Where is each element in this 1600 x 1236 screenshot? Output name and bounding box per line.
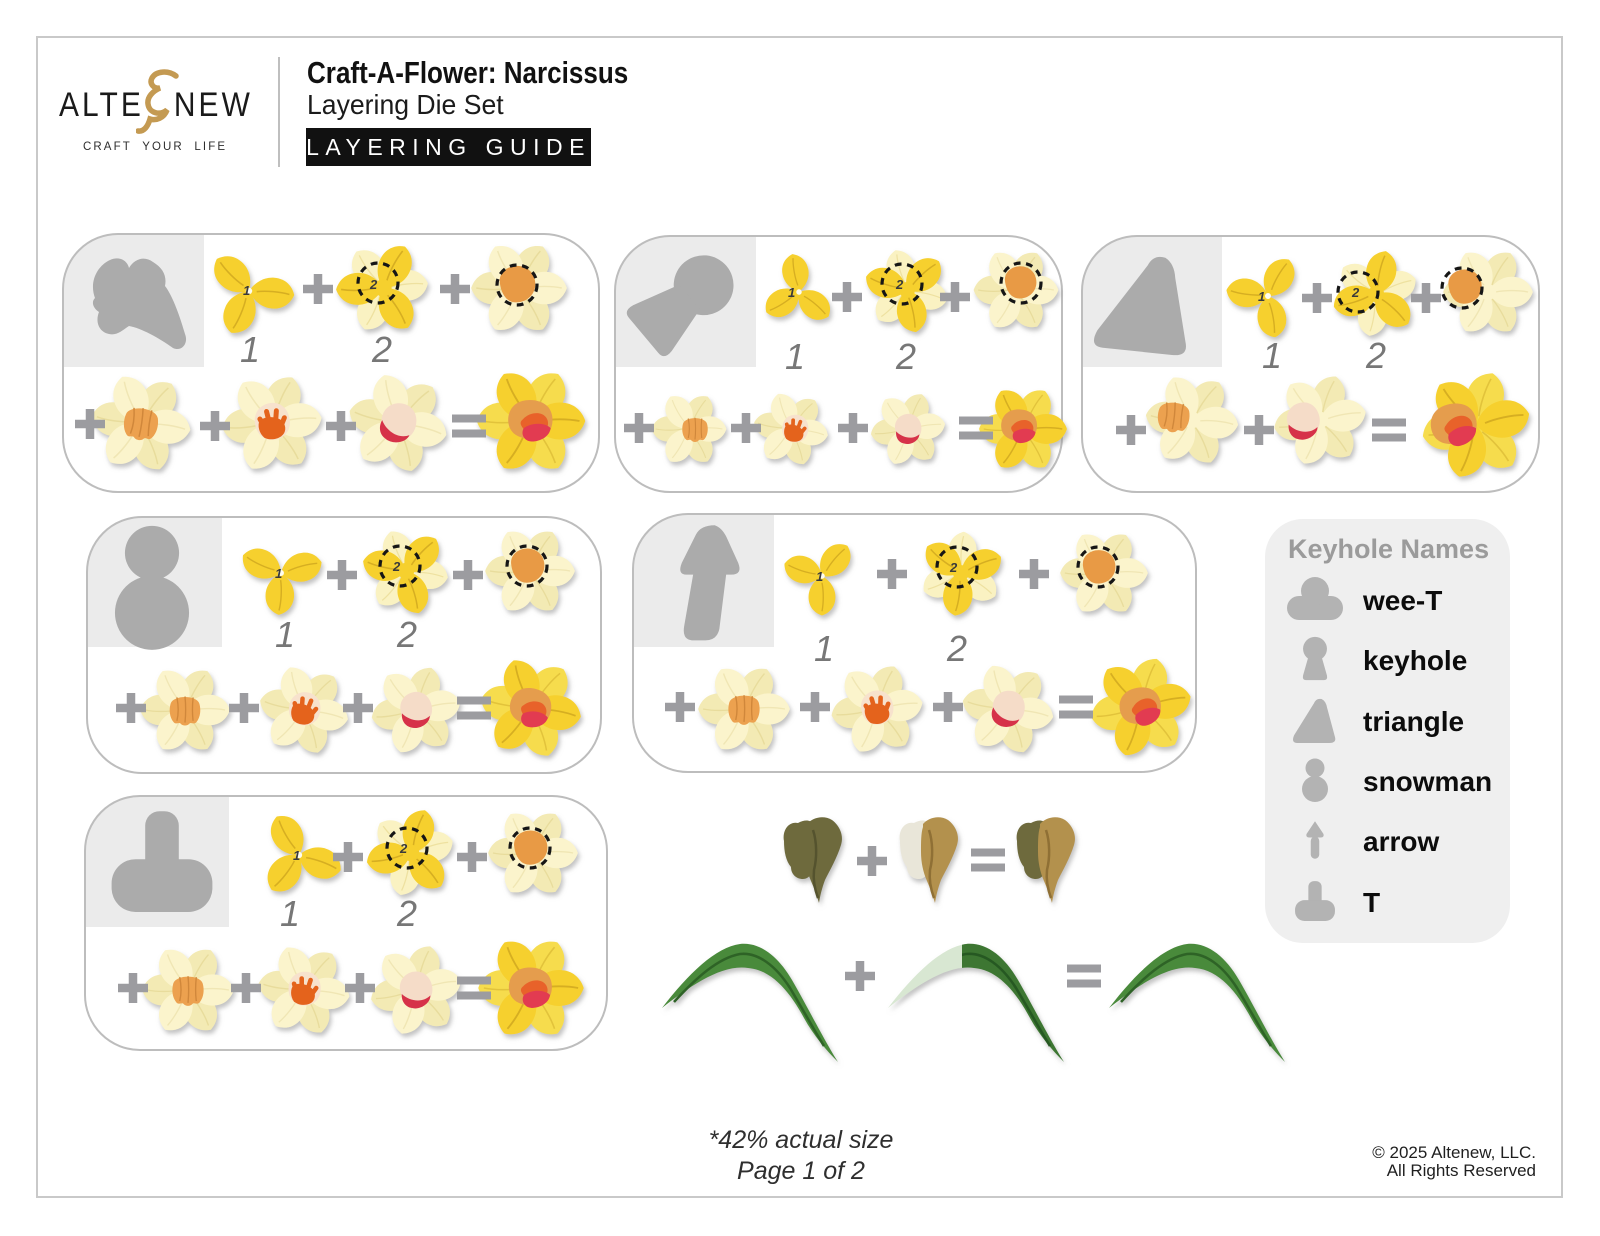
svg-text:2: 2 (895, 277, 904, 292)
svg-text:1: 1 (788, 285, 795, 300)
svg-text:2: 2 (949, 560, 958, 575)
svg-text:2: 2 (1351, 285, 1360, 300)
svg-text:1: 1 (1258, 289, 1265, 304)
svg-text:2: 2 (392, 559, 401, 574)
svg-text:1: 1 (816, 569, 823, 584)
svg-text:1: 1 (293, 848, 300, 863)
svg-text:1: 1 (275, 566, 282, 581)
svg-text:2: 2 (369, 277, 378, 292)
svg-text:1: 1 (243, 283, 250, 298)
svg-text:2: 2 (399, 841, 408, 856)
